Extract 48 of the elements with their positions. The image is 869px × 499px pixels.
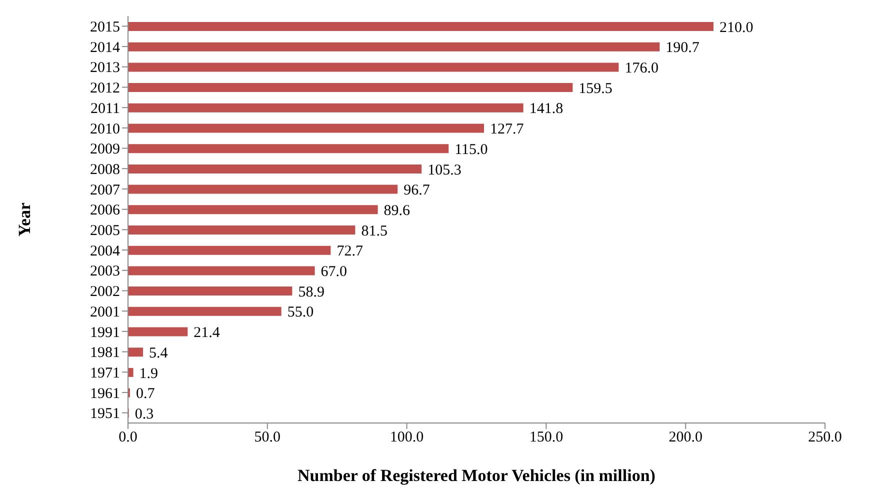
x-tick-label: 150.0	[529, 430, 564, 446]
y-tick-label: 1971	[90, 365, 120, 382]
data-label: 115.0	[454, 142, 488, 158]
data-label: 5.4	[149, 345, 168, 362]
y-tick-label: 1951	[90, 406, 120, 422]
data-label: 1.9	[139, 366, 158, 382]
x-tick-label: 200.0	[668, 430, 702, 446]
data-label: 96.7	[404, 182, 430, 199]
data-label: 67.0	[320, 264, 348, 280]
data-label: 159.5	[578, 80, 612, 97]
y-tick-label: 2014	[90, 40, 120, 56]
data-label: 127.7	[490, 122, 524, 138]
y-tick-label: 2007	[90, 182, 120, 198]
data-label: 21.4	[194, 325, 220, 342]
y-tick-label: 2008	[90, 162, 120, 178]
x-tick-label: 50.0	[254, 430, 281, 446]
y-tick-label: 2011	[90, 100, 120, 117]
x-tick-label: 100.0	[390, 430, 424, 446]
y-tick-label: 2001	[90, 304, 120, 320]
x-axis-title: Number of Registered Motor Vehicles (in million)	[298, 466, 656, 485]
y-tick-label: 2015	[90, 20, 120, 36]
data-label: 0.3	[134, 406, 154, 422]
y-tick-label: 2012	[90, 80, 120, 97]
y-tick-label: 2013	[90, 60, 120, 76]
y-tick-label: 1991	[90, 324, 120, 341]
data-label: 105.3	[428, 162, 462, 178]
y-tick-label: 2002	[90, 284, 120, 300]
y-tick-label: 2004	[90, 243, 120, 260]
y-tick-label: 1981	[90, 345, 120, 362]
data-label: 0.7	[136, 386, 156, 402]
y-tick-label: 2003	[90, 264, 120, 280]
y-tick-label: 2006	[90, 202, 120, 219]
x-tick-label: 250.0	[808, 430, 842, 446]
data-label: 58.9	[298, 284, 324, 300]
data-label: 210.0	[719, 20, 754, 36]
y-tick-label: 1961	[90, 386, 120, 402]
y-tick-label: 2005	[90, 223, 120, 239]
y-tick-label: 2010	[90, 121, 120, 138]
y-tick-label: 2009	[90, 142, 120, 158]
data-label: 55.0	[287, 304, 314, 321]
data-label: 190.7	[666, 40, 700, 56]
data-label: 72.7	[336, 244, 364, 260]
y-axis-title: Year	[15, 202, 34, 236]
data-label: 81.5	[361, 223, 388, 240]
data-label: 89.6	[384, 202, 411, 219]
x-tick-label: 0.0	[118, 430, 138, 446]
data-label: 176.0	[624, 60, 658, 77]
data-label: 141.8	[529, 101, 564, 118]
